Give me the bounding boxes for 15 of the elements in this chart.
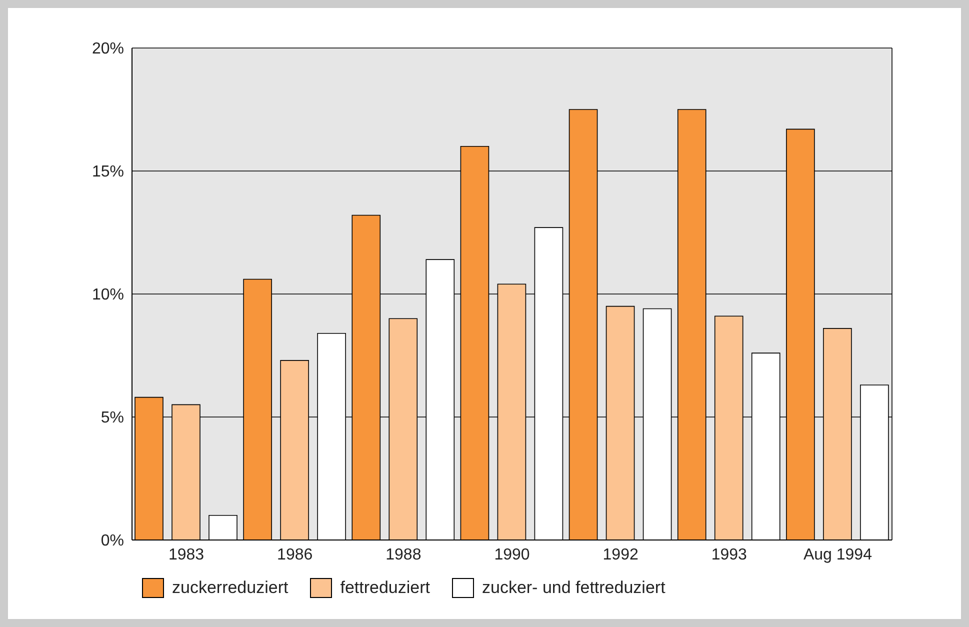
- legend-label: fettreduziert: [340, 578, 430, 598]
- legend-label: zuckerreduziert: [172, 578, 288, 598]
- y-tick-label: 20%: [92, 40, 124, 58]
- x-tick-label: 1983: [168, 546, 204, 564]
- y-tick-label: 10%: [92, 286, 124, 304]
- legend-label: zucker- und fettreduziert: [482, 578, 666, 598]
- y-tick-label: 0%: [100, 532, 124, 550]
- x-tick-label: 1986: [277, 546, 313, 564]
- x-tick-label: 1990: [494, 546, 530, 564]
- x-tick-label: 1992: [602, 546, 638, 564]
- x-tick-label: 1993: [711, 546, 748, 564]
- y-tick-label: 5%: [100, 410, 124, 427]
- y-tick-label: 15%: [92, 164, 124, 181]
- x-tick-label: Aug 1994: [803, 546, 872, 564]
- x-tick-label: 1988: [386, 546, 422, 564]
